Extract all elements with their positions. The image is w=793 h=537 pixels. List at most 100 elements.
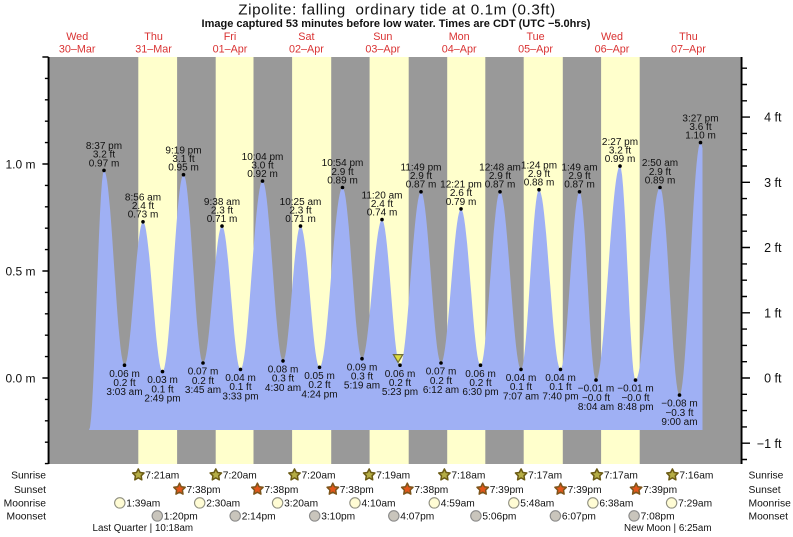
svg-text:0.04 m: 0.04 m bbox=[545, 373, 576, 384]
svg-text:02–Apr: 02–Apr bbox=[289, 43, 324, 55]
svg-text:2.4 ft: 2.4 ft bbox=[371, 199, 393, 210]
svg-text:2.9 ft: 2.9 ft bbox=[331, 167, 353, 178]
svg-text:1 ft: 1 ft bbox=[764, 306, 782, 320]
svg-text:0.2 ft: 0.2 ft bbox=[430, 376, 452, 387]
svg-text:7:38pm: 7:38pm bbox=[187, 485, 221, 496]
svg-text:7:39pm: 7:39pm bbox=[490, 485, 524, 496]
svg-text:3:10pm: 3:10pm bbox=[321, 512, 355, 523]
svg-text:3.6 ft: 3.6 ft bbox=[689, 122, 711, 133]
svg-text:0.3 ft: 0.3 ft bbox=[351, 372, 373, 383]
svg-text:7:39pm: 7:39pm bbox=[643, 485, 677, 496]
svg-text:11:20 am: 11:20 am bbox=[362, 190, 403, 201]
svg-text:4:24 pm: 4:24 pm bbox=[301, 389, 337, 400]
svg-text:Image captured 53 minutes befo: Image captured 53 minutes before low wat… bbox=[202, 18, 591, 30]
svg-text:Sunrise: Sunrise bbox=[11, 471, 46, 482]
svg-text:3.1 ft: 3.1 ft bbox=[172, 154, 194, 165]
svg-text:2.6 ft: 2.6 ft bbox=[450, 188, 472, 199]
svg-text:0.06 m: 0.06 m bbox=[385, 369, 416, 380]
svg-text:10:04 pm: 10:04 pm bbox=[242, 152, 284, 163]
svg-text:Sunset: Sunset bbox=[749, 485, 781, 496]
svg-text:0.03 m: 0.03 m bbox=[147, 375, 178, 386]
svg-text:−0.01 m: −0.01 m bbox=[578, 384, 614, 395]
svg-text:0.07 m: 0.07 m bbox=[426, 367, 457, 378]
svg-text:7:21am: 7:21am bbox=[145, 471, 179, 482]
svg-text:4:10am: 4:10am bbox=[362, 499, 396, 510]
svg-text:3:03 am: 3:03 am bbox=[106, 387, 142, 398]
svg-text:Moonrise: Moonrise bbox=[749, 499, 792, 510]
svg-text:3:20am: 3:20am bbox=[284, 499, 318, 510]
svg-text:2.9 ft: 2.9 ft bbox=[568, 171, 590, 182]
svg-text:0.87 m: 0.87 m bbox=[406, 180, 437, 191]
svg-text:−0.01 m: −0.01 m bbox=[617, 384, 653, 395]
svg-text:−0.3 ft: −0.3 ft bbox=[665, 408, 693, 419]
svg-text:3:27 pm: 3:27 pm bbox=[682, 113, 718, 124]
svg-text:0.07 m: 0.07 m bbox=[188, 367, 219, 378]
svg-text:8:04 am: 8:04 am bbox=[578, 402, 614, 413]
svg-text:0.2 ft: 0.2 ft bbox=[113, 378, 135, 389]
svg-text:5:19 am: 5:19 am bbox=[344, 381, 380, 392]
svg-text:0.1 ft: 0.1 ft bbox=[229, 382, 251, 393]
svg-text:06–Apr: 06–Apr bbox=[595, 43, 630, 55]
svg-text:0.99 m: 0.99 m bbox=[605, 154, 636, 165]
svg-text:8:48 pm: 8:48 pm bbox=[617, 402, 653, 413]
svg-text:05–Apr: 05–Apr bbox=[518, 43, 553, 55]
svg-text:0.3 ft: 0.3 ft bbox=[272, 374, 294, 385]
svg-text:3.2 ft: 3.2 ft bbox=[93, 150, 115, 161]
svg-text:Thu: Thu bbox=[679, 31, 698, 43]
svg-text:6:38am: 6:38am bbox=[599, 499, 633, 510]
svg-text:−1 ft: −1 ft bbox=[757, 437, 782, 451]
svg-text:2:30am: 2:30am bbox=[206, 499, 240, 510]
svg-text:0.5 m: 0.5 m bbox=[5, 264, 35, 278]
svg-text:0.08 m: 0.08 m bbox=[268, 365, 299, 376]
svg-text:2.3 ft: 2.3 ft bbox=[211, 205, 233, 216]
svg-text:2:49 pm: 2:49 pm bbox=[144, 394, 180, 405]
svg-text:3 ft: 3 ft bbox=[764, 176, 782, 190]
svg-text:0.74 m: 0.74 m bbox=[367, 208, 398, 219]
svg-text:0.79 m: 0.79 m bbox=[446, 197, 477, 208]
svg-text:Sunset: Sunset bbox=[14, 485, 46, 496]
svg-text:8:56 am: 8:56 am bbox=[125, 193, 161, 204]
svg-text:Wed: Wed bbox=[601, 31, 623, 43]
svg-text:1:49 am: 1:49 am bbox=[561, 163, 597, 174]
svg-text:4:30 am: 4:30 am bbox=[265, 383, 301, 394]
svg-text:−0.0 ft: −0.0 ft bbox=[582, 393, 610, 404]
svg-text:0.2 ft: 0.2 ft bbox=[192, 376, 214, 387]
svg-text:7:40 pm: 7:40 pm bbox=[542, 391, 578, 402]
svg-text:10:54 pm: 10:54 pm bbox=[322, 158, 364, 169]
svg-text:0.2 ft: 0.2 ft bbox=[389, 378, 411, 389]
svg-text:7:29am: 7:29am bbox=[678, 499, 712, 510]
svg-text:7:18am: 7:18am bbox=[451, 471, 485, 482]
svg-text:3.0 ft: 3.0 ft bbox=[251, 160, 273, 171]
svg-text:6:12 am: 6:12 am bbox=[423, 385, 459, 396]
svg-text:0.05 m: 0.05 m bbox=[304, 371, 335, 382]
svg-text:0.06 m: 0.06 m bbox=[109, 369, 140, 380]
svg-text:10:25 am: 10:25 am bbox=[280, 197, 322, 208]
svg-text:7:16am: 7:16am bbox=[679, 471, 713, 482]
svg-text:3:45 am: 3:45 am bbox=[185, 385, 221, 396]
svg-text:0.1 ft: 0.1 ft bbox=[510, 382, 532, 393]
svg-text:9:38 am: 9:38 am bbox=[204, 197, 240, 208]
svg-text:Zipolite: falling ordinary ti: Zipolite: falling ordinary tide at 0.1m … bbox=[238, 2, 556, 19]
svg-text:12:21 pm: 12:21 pm bbox=[440, 180, 482, 191]
svg-text:0.89 m: 0.89 m bbox=[645, 175, 676, 186]
svg-text:0.1 ft: 0.1 ft bbox=[549, 382, 571, 393]
svg-text:0.95 m: 0.95 m bbox=[168, 163, 199, 174]
svg-text:Sun: Sun bbox=[373, 31, 392, 43]
svg-text:0 ft: 0 ft bbox=[764, 372, 782, 386]
svg-text:8:37 pm: 8:37 pm bbox=[86, 141, 122, 152]
svg-text:Wed: Wed bbox=[66, 31, 88, 43]
svg-text:Moonrise: Moonrise bbox=[4, 499, 47, 510]
svg-text:4:07pm: 4:07pm bbox=[400, 512, 434, 523]
svg-text:7:19am: 7:19am bbox=[376, 471, 410, 482]
svg-text:7:17am: 7:17am bbox=[604, 471, 638, 482]
svg-text:0.73 m: 0.73 m bbox=[128, 210, 159, 221]
svg-text:0.2 ft: 0.2 ft bbox=[469, 378, 491, 389]
svg-text:0.97 m: 0.97 m bbox=[89, 158, 120, 169]
svg-text:31–Mar: 31–Mar bbox=[135, 43, 172, 55]
svg-text:0.1 ft: 0.1 ft bbox=[151, 384, 173, 395]
svg-text:9:00 am: 9:00 am bbox=[661, 417, 697, 428]
svg-text:Tue: Tue bbox=[526, 31, 544, 43]
svg-text:0.89 m: 0.89 m bbox=[327, 175, 358, 186]
svg-text:7:08pm: 7:08pm bbox=[641, 512, 675, 523]
svg-text:7:17am: 7:17am bbox=[528, 471, 562, 482]
